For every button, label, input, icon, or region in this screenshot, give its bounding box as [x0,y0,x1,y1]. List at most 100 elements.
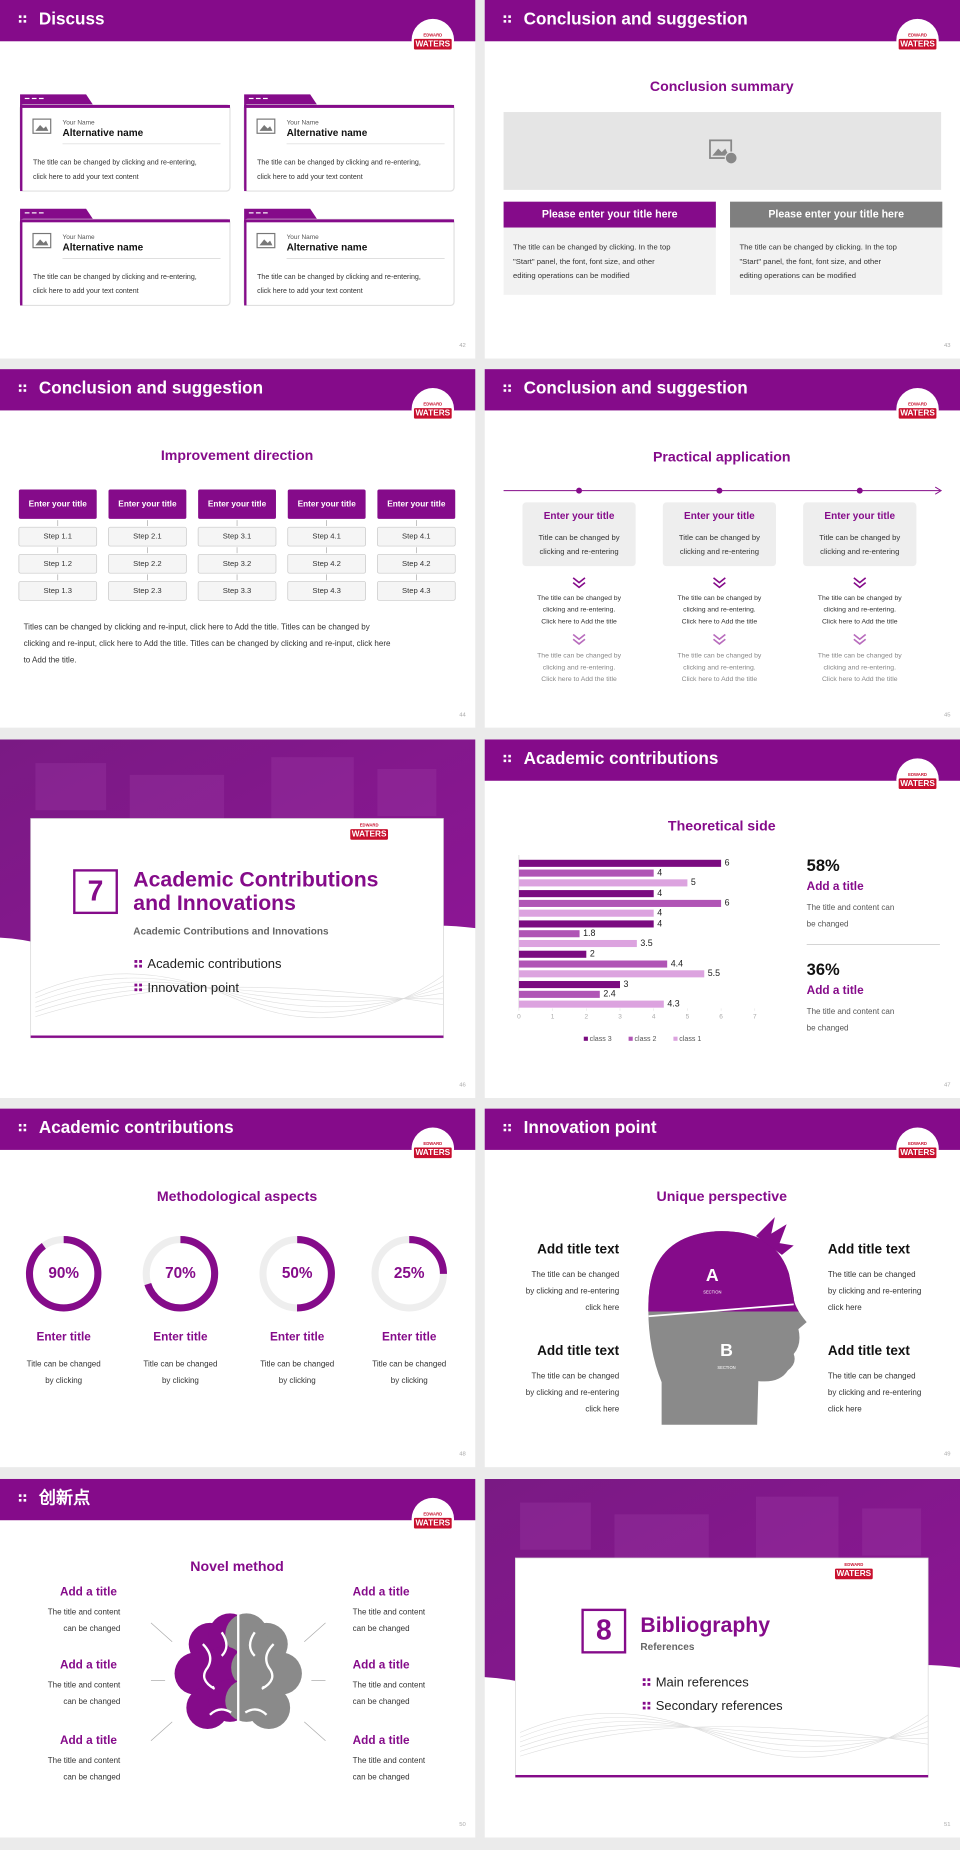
step-box [377,526,456,547]
data-label: 6 [725,858,730,868]
logo-text: WATERS [900,1148,935,1157]
bullet-dot [23,384,27,388]
image-icon [32,232,52,249]
bar [518,879,688,887]
slide-title: Discuss [39,10,105,29]
bullet-dot [23,1123,27,1127]
bar [518,899,722,907]
section-item: Main references [656,1674,749,1689]
block-text: The title can be changed [828,1371,916,1380]
image-placeholder [503,112,942,190]
card-name: Alternative name [63,128,144,139]
card-label: Your Name [287,119,320,126]
section-label: SECTION [703,1290,721,1295]
block-text: The title can be changed [532,1270,620,1279]
stat-title: Add a title [807,984,864,997]
bullet-dot [642,1706,646,1710]
step-label: Step 1.1 [44,532,73,541]
data-label: 4.3 [667,998,679,1008]
bullet-dot [18,384,22,388]
block-text: click here [828,1303,862,1312]
stat-text: The title and content can [807,903,895,912]
bar [518,990,600,998]
bullet-dot [18,15,22,18]
column-text: editing operations can be modified [739,271,856,280]
note-text: clicking and re-entering. [824,664,897,671]
bullet-dot [642,1678,646,1682]
card-name: Alternative name [287,128,368,139]
step-title: Enter your title [387,499,446,508]
bar [518,960,668,968]
data-label: 4 [657,867,662,877]
logo-text: WATERS [415,40,450,49]
ring-text: Title can be changed [143,1360,217,1369]
card-top-line [20,104,230,108]
bullet-dot [503,1128,507,1132]
card-tab [244,94,318,105]
step-box [197,581,277,601]
bar [518,939,637,948]
block-title: Add a title [353,1585,410,1598]
ring-title: Enter title [270,1331,325,1344]
ring-text: by clicking [279,1376,316,1385]
stat-value: 58% [807,857,840,875]
logo-text: EDWARD [423,1511,442,1516]
block-text: click here [585,1404,619,1413]
bullet-dot [23,1128,27,1132]
column-text: "Start" panel, the font, font size, and … [739,257,881,266]
image-icon [712,148,729,156]
wave-decoration [519,1712,929,1758]
step-box [108,581,187,601]
bullet-dot [508,20,511,23]
step-box [287,526,366,547]
image-icon [256,232,276,249]
logo-plate [350,829,389,840]
logo-plate [413,1517,452,1529]
card-top-line [244,219,455,223]
section-heading: Unique perspective [657,1188,788,1204]
data-label: 3 [624,979,629,989]
slide-background [0,1108,476,1468]
logo-plate [898,1147,937,1159]
bullet-dot [18,1499,22,1502]
bullet-dot [134,983,138,987]
ring-title: Enter title [153,1331,208,1344]
block-text: The title can be changed [532,1371,620,1380]
section-card [30,818,444,1039]
column-text: editing operations can be modified [513,271,630,280]
paragraph: to Add the title. [24,656,77,665]
block-text: click here [828,1404,862,1413]
slide: Innovation point EDWARD WATERS Unique persp… [484,1108,960,1468]
legend-swatch [628,1036,633,1041]
bullet-dot [23,1499,27,1502]
section-item: Secondary references [656,1698,783,1713]
bullet-dot [139,988,142,992]
image-icon [724,151,738,165]
header-bar [0,0,476,42]
image-icon [256,118,276,134]
bar [518,981,621,989]
wave-decoration [35,973,444,1019]
building-silhouette [862,1508,922,1556]
page-number: 46 [459,1083,466,1089]
bar [518,970,705,978]
bullet-dot [647,1706,651,1710]
legend-label: class 2 [634,1036,656,1043]
note-text: clicking and re-entering. [543,607,616,614]
slide-title: Academic contributions [524,749,719,768]
timeline-dot [856,487,863,494]
step-label: Step 3.2 [223,559,252,568]
bullet-dot [139,960,142,963]
step-box [18,553,98,574]
brain-lobe [225,1679,268,1722]
header-bar [0,369,476,411]
slide: Conclusion and suggestion EDWARD WATERS Pra… [484,369,960,728]
wave-decoration [35,984,444,1008]
timeline-dot [576,487,583,494]
logo-text: EDWARD [423,1141,442,1146]
ring-label: 90% [48,1265,79,1282]
logo-text: WATERS [415,1518,450,1527]
step-label: Step 4.1 [312,532,341,541]
image-icon [32,118,52,134]
